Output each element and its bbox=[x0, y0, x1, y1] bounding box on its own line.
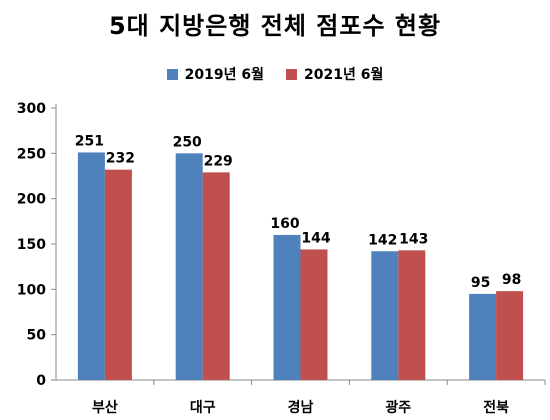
legend-swatch-series-2 bbox=[286, 68, 297, 80]
data-label: 251 bbox=[75, 133, 104, 149]
x-tick-label: 전북 bbox=[483, 399, 509, 416]
y-tick-label: 0 bbox=[36, 373, 46, 389]
data-label: 144 bbox=[301, 230, 330, 246]
bar-series-1-경남 bbox=[273, 234, 301, 380]
data-label: 160 bbox=[270, 216, 299, 232]
legend-item-series-1: 2019년 6월 bbox=[166, 64, 264, 84]
x-tick-label: 경남 bbox=[288, 399, 314, 416]
x-tick-label: 대구 bbox=[190, 400, 216, 416]
bar-series-1-부산 bbox=[77, 152, 105, 380]
legend-label-series-2: 2021년 6월 bbox=[304, 67, 384, 83]
y-tick-label: 50 bbox=[27, 328, 47, 344]
data-label: 98 bbox=[502, 272, 521, 288]
y-tick-label: 100 bbox=[17, 282, 46, 298]
y-tick-label: 200 bbox=[17, 192, 46, 208]
legend-label-series-1: 2019년 6월 bbox=[184, 67, 264, 83]
bar-series-2-부산 bbox=[104, 169, 132, 380]
bar-series-2-경남 bbox=[300, 249, 328, 380]
legend: 2019년 6월 2021년 6월 bbox=[0, 64, 550, 84]
bar-series-1-대구 bbox=[175, 153, 203, 380]
y-tick-label: 300 bbox=[17, 101, 46, 117]
data-label: 142 bbox=[368, 232, 397, 248]
bar-series-2-광주 bbox=[398, 250, 426, 380]
chart-title: 5대 지방은행 전체 점포수 현황 bbox=[108, 12, 442, 40]
data-label: 143 bbox=[399, 231, 428, 247]
y-tick-label: 150 bbox=[17, 237, 46, 253]
bar-series-1-광주 bbox=[371, 251, 399, 380]
data-label: 232 bbox=[106, 151, 135, 167]
legend-swatch-series-1 bbox=[166, 68, 178, 80]
x-tick-label: 부산 bbox=[92, 399, 118, 416]
data-label: 95 bbox=[471, 275, 490, 291]
legend-item-series-2: 2021년 6월 bbox=[286, 64, 383, 84]
bar-series-2-대구 bbox=[202, 172, 230, 380]
y-tick-label: 250 bbox=[17, 146, 46, 162]
data-label: 250 bbox=[173, 134, 202, 150]
data-label: 229 bbox=[204, 153, 233, 169]
bar-series-1-전북 bbox=[469, 293, 497, 380]
bar-series-2-전북 bbox=[496, 291, 524, 380]
x-tick-label: 광주 bbox=[385, 399, 411, 416]
